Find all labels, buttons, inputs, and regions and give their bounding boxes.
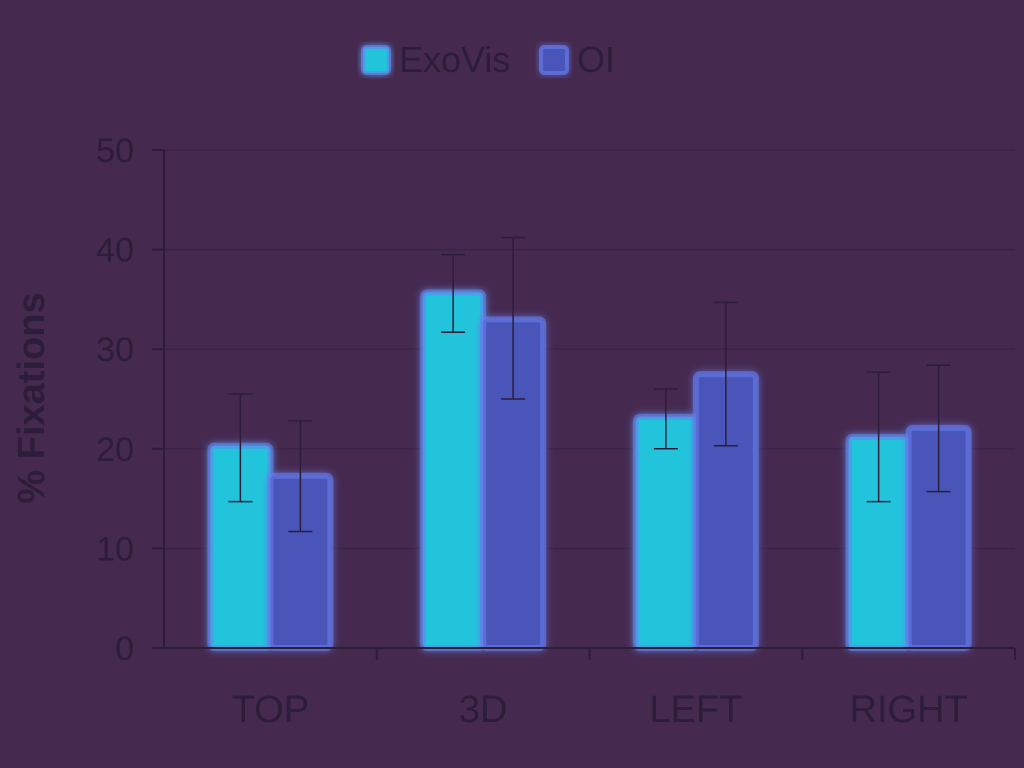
legend-swatch-oi — [539, 45, 569, 75]
legend-swatch-exovis — [361, 45, 391, 75]
legend-label-exovis: ExoVis — [399, 39, 510, 80]
bar-exovis-3d — [420, 289, 487, 651]
bars — [207, 289, 972, 652]
x-tick-label: LEFT — [649, 689, 742, 731]
y-axis-title: % Fixations — [11, 292, 53, 503]
y-tick-label: 50 — [96, 132, 134, 170]
bar-exovis-left — [632, 413, 699, 652]
x-tick-label: 3D — [459, 689, 508, 731]
y-tick-label: 40 — [96, 232, 134, 270]
x-tick-label: RIGHT — [850, 689, 968, 731]
y-tick-label: 20 — [96, 431, 134, 469]
y-tick-label: 10 — [96, 530, 134, 568]
error-bars — [228, 236, 951, 533]
y-tick-label: 0 — [115, 630, 134, 668]
x-tick-label: TOP — [232, 689, 309, 731]
axes: 0 10 20 30 40 50 TOP 3D LEFT RIGHT — [96, 132, 1016, 731]
y-tick-label: 30 — [96, 331, 134, 369]
legend: ExoVis OI — [361, 39, 615, 80]
legend-label-oi: OI — [577, 39, 615, 80]
